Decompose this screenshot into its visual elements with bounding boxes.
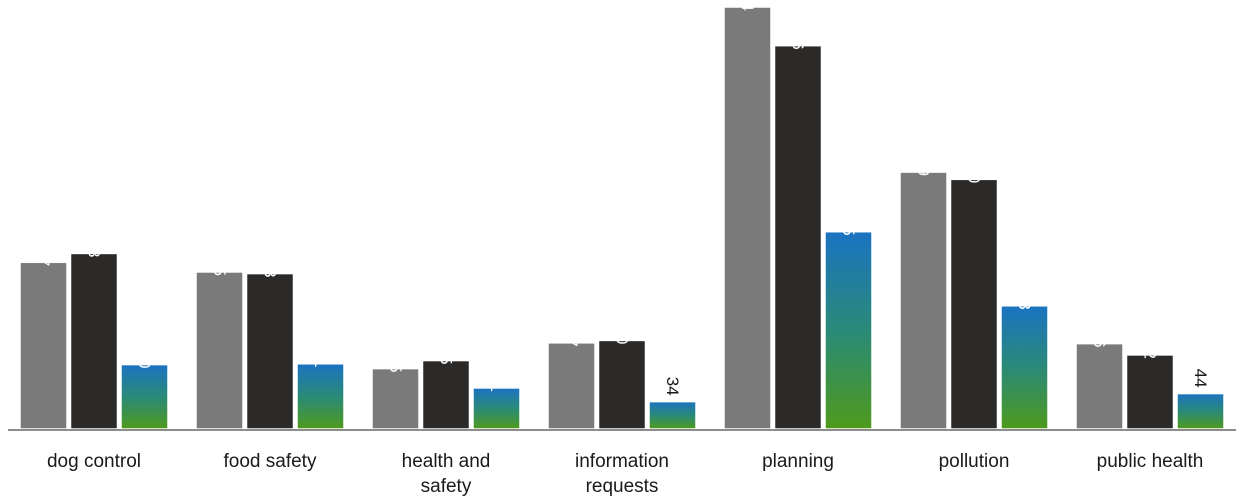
bar-series-2-cat-5 xyxy=(773,44,823,430)
x-tick-label: requests xyxy=(586,476,659,497)
data-label-series-3-cat-6: 153 xyxy=(1015,281,1034,309)
bar-series-3-cat-7 xyxy=(1176,392,1225,430)
data-label-series-3-cat-1: 80 xyxy=(135,350,154,369)
data-label-series-1-cat-4: 107 xyxy=(562,318,581,346)
data-label-series-3-cat-4: 34 xyxy=(663,377,682,396)
data-label-series-2-cat-1: 218 xyxy=(85,229,104,257)
data-label-series-2-cat-3: 85 xyxy=(437,346,456,365)
x-tick-label: information xyxy=(575,451,669,472)
data-label-series-2-cat-2: 193 xyxy=(261,249,280,277)
data-label-series-3-cat-7: 44 xyxy=(1191,369,1210,388)
bar-series-1-cat-2 xyxy=(195,271,244,430)
data-label-series-1-cat-1: 207 xyxy=(34,238,53,266)
data-label-series-1-cat-2: 195 xyxy=(210,248,229,276)
x-tick-label: dog control xyxy=(47,451,141,472)
bar-series-2-cat-7 xyxy=(1125,354,1175,430)
bar-series-3-cat-3 xyxy=(472,387,521,430)
data-label-series-1-cat-7: 106 xyxy=(1090,319,1109,347)
data-label-series-3-cat-5: 245 xyxy=(839,207,858,235)
data-label-series-2-cat-7: 92 xyxy=(1141,340,1160,359)
bar-series-3-cat-2 xyxy=(296,363,345,430)
bar-series-2-cat-1 xyxy=(69,252,119,430)
data-label-series-2-cat-6: 310 xyxy=(965,155,984,183)
bar-series-3-cat-4 xyxy=(648,400,697,430)
bar-series-3-cat-5 xyxy=(824,230,873,430)
data-label-series-3-cat-2: 81 xyxy=(311,349,330,368)
bar-series-1-cat-5 xyxy=(723,6,772,430)
bar-series-1-cat-7 xyxy=(1075,342,1124,430)
bar-series-3-cat-1 xyxy=(120,363,169,430)
bar-series-1-cat-4 xyxy=(547,342,596,430)
data-label-series-1-cat-6: 319 xyxy=(914,148,933,176)
bars-layer: 207 218 80 195 193 81 75 85 51 107 110 34 524 476 245 3… xyxy=(19,0,1225,430)
bar-series-2-cat-2 xyxy=(245,272,295,430)
data-label-series-2-cat-5: 476 xyxy=(789,21,808,49)
bar-series-1-cat-6 xyxy=(899,171,948,430)
bar-series-1-cat-1 xyxy=(19,261,68,430)
data-label-series-2-cat-4: 110 xyxy=(613,317,632,344)
data-label-series-3-cat-3: 51 xyxy=(487,373,506,392)
x-tick-label: safety xyxy=(421,476,472,497)
bar-series-2-cat-6 xyxy=(949,178,999,430)
x-tick-label: pollution xyxy=(939,451,1010,472)
x-tick-label: health and xyxy=(402,451,491,472)
bar-series-2-cat-3 xyxy=(421,359,471,430)
x-axis-labels: dog control food safety health and safety in… xyxy=(47,451,1203,497)
x-tick-label: public health xyxy=(1097,451,1204,472)
bar-series-3-cat-6 xyxy=(1000,305,1049,430)
bar-series-1-cat-3 xyxy=(371,367,420,430)
x-tick-label: planning xyxy=(762,451,834,472)
x-tick-label: food safety xyxy=(224,451,317,472)
data-label-series-1-cat-5: 524 xyxy=(738,0,757,11)
bar-series-2-cat-4 xyxy=(597,339,647,430)
data-label-series-1-cat-3: 75 xyxy=(386,354,405,373)
